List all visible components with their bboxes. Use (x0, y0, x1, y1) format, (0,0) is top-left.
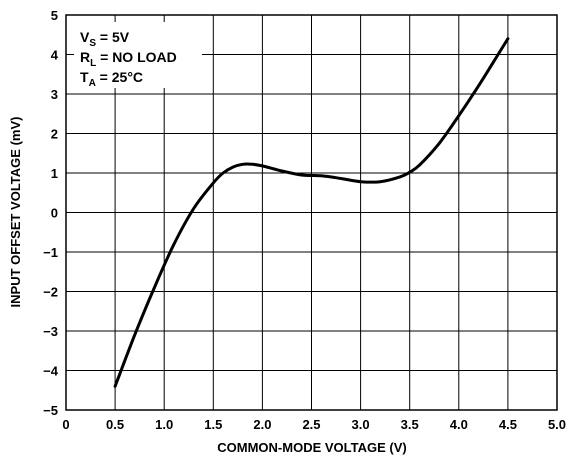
x-tick-label: 2.5 (302, 417, 320, 432)
x-axis-title: COMMON-MODE VOLTAGE (V) (217, 440, 406, 455)
y-tick-label: −4 (43, 364, 59, 379)
x-tick-labels: 0 0.5 1.0 1.5 2.0 2.5 3.0 3.5 4.0 4.5 5.0 (62, 417, 566, 432)
y-tick-label: −2 (43, 285, 58, 300)
y-tick-label: −1 (43, 245, 58, 260)
y-tick-label: 5 (51, 8, 58, 23)
y-tick-label: 3 (51, 87, 58, 102)
x-tick-label: 0.5 (106, 417, 124, 432)
y-tick-label: 2 (51, 127, 58, 142)
y-tick-label: 1 (51, 166, 58, 181)
y-tick-label: −3 (43, 324, 58, 339)
condition-line-1: RL = NO LOAD (80, 49, 177, 69)
y-tick-labels: −5 −4 −3 −2 −1 0 1 2 3 4 5 (43, 8, 59, 418)
y-tick-label: 0 (51, 206, 58, 221)
x-tick-label: 4.5 (499, 417, 517, 432)
condition-line-0: VS = 5V (80, 29, 130, 49)
data-line (113, 37, 510, 388)
conditions-box (74, 22, 202, 88)
plot-frame (65, 14, 558, 411)
x-tick-label: 1.5 (204, 417, 222, 432)
conditions-legend: VS = 5V RL = NO LOAD TA = 25°C (80, 29, 177, 89)
y-axis-title: INPUT OFFSET VOLTAGE (mV) (8, 117, 23, 308)
condition-line-2: TA = 25°C (80, 69, 143, 89)
x-tick-label: 2.0 (253, 417, 271, 432)
x-tick-label: 3.5 (401, 417, 419, 432)
y-tick-label: −5 (43, 403, 58, 418)
y-tick-label: 4 (51, 48, 59, 63)
x-tick-label: 0 (62, 417, 69, 432)
x-tick-label: 1.0 (155, 417, 173, 432)
x-tick-label: 3.0 (352, 417, 370, 432)
x-tick-label: 5.0 (548, 417, 566, 432)
x-tick-label: 4.0 (450, 417, 468, 432)
